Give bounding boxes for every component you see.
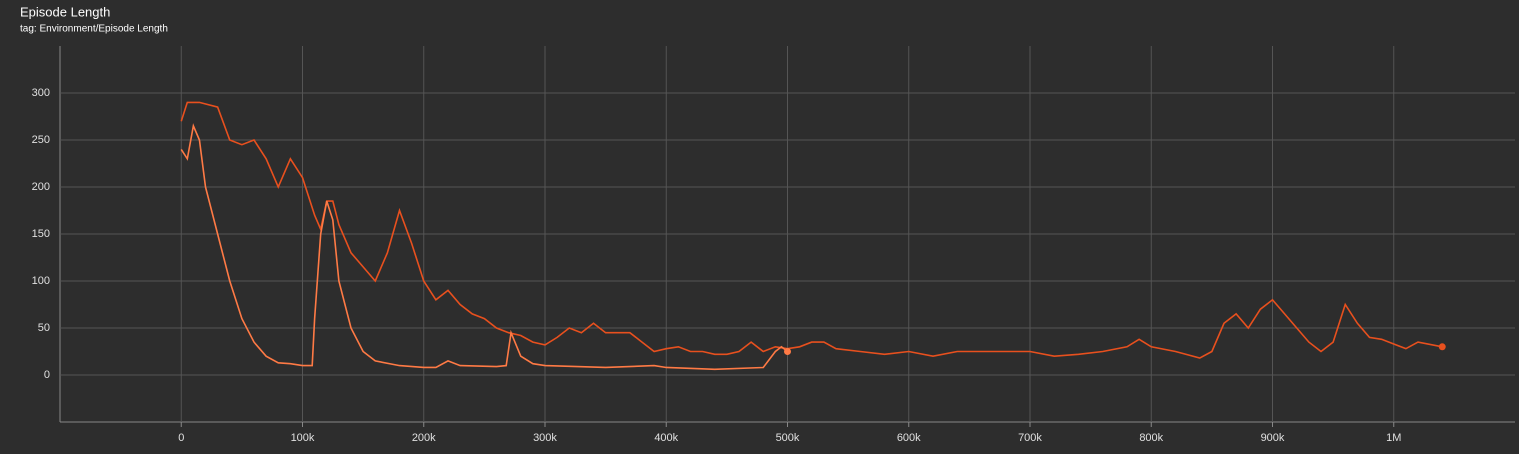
x-tick-label: 1M [1386,432,1401,444]
x-tick-label: 400k [654,432,678,444]
end-marker [784,348,791,355]
series-line [180,123,788,371]
x-tick-label: 0 [178,432,184,444]
x-tick-label: 300k [533,432,557,444]
x-tick-label: 900k [1261,432,1285,444]
x-tick-label: 700k [1018,432,1042,444]
x-tick-label: 100k [291,432,315,444]
chart-title: Episode Length [20,4,110,19]
x-tick-label: 600k [897,432,921,444]
y-tick-label: 100 [32,275,50,287]
series-line [180,101,1443,359]
y-tick-label: 150 [32,228,50,240]
x-tick-label: 500k [776,432,800,444]
end-marker [1438,343,1446,351]
chart-subtitle: tag: Environment/Episode Length [20,24,168,35]
y-tick-label: 50 [38,322,50,334]
x-tick-label: 800k [1139,432,1163,444]
y-tick-label: 200 [32,181,50,193]
y-tick-label: 250 [32,134,50,146]
x-tick-label: 200k [412,432,436,444]
y-tick-label: 0 [44,369,50,381]
y-tick-label: 300 [32,87,50,99]
